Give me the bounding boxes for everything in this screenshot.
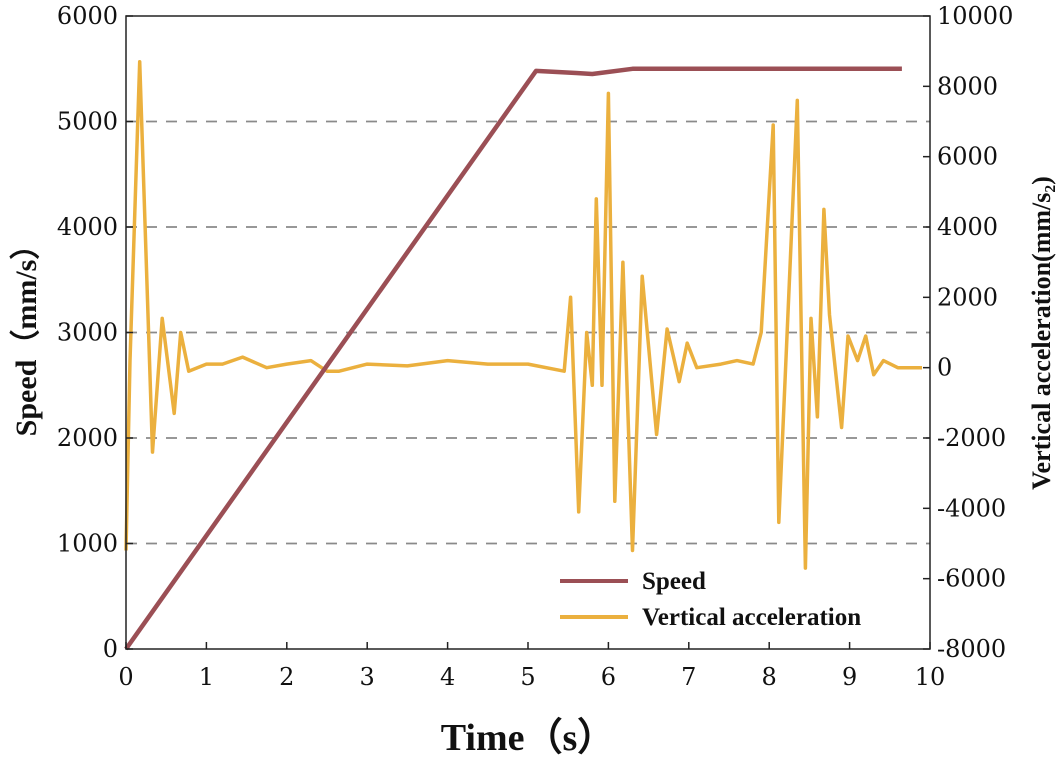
x-tick-label: 9 [842, 663, 857, 691]
x-tick-label: 1 [199, 663, 214, 691]
y2-tick-label: 2000 [937, 283, 998, 311]
x-tick-label: 8 [762, 663, 777, 691]
y-axis-right: -8000 -6000 -4000 -2000 0 2000 4000 6000 8000 100… [923, 2, 1013, 663]
legend: Speed Vertical acceleration [560, 568, 861, 631]
series-line-speed [124, 66, 902, 651]
legend-label-speed: Speed [642, 568, 706, 595]
series-layer [124, 59, 922, 651]
x-tick-label: 2 [279, 663, 294, 691]
x-axis: 0 1 2 3 4 5 6 7 8 9 10 [118, 642, 945, 691]
y2-tick-label: -2000 [937, 424, 1006, 452]
x-tick-label: 6 [601, 663, 616, 691]
x-axis-title: Time（s） [441, 717, 616, 759]
y2-tick-label: 0 [937, 354, 952, 382]
y-tick-label: 6000 [57, 2, 118, 30]
y2-tick-label: -8000 [937, 635, 1006, 663]
y-tick-label: 0 [103, 635, 118, 663]
y-axis-title-left: Speed（mm/s） [9, 230, 43, 437]
x-tick-label: 5 [520, 663, 535, 691]
y-tick-label: 1000 [57, 530, 118, 558]
y-tick-label: 4000 [57, 213, 118, 241]
series-line-vertical-acceleration [124, 59, 922, 570]
y-tick-label: 5000 [57, 108, 118, 136]
y-tick-label: 3000 [57, 319, 118, 347]
x-tick-label: 0 [118, 663, 133, 691]
y-axis-title-right: Vertical acceleration(mm/s₂) [1027, 176, 1056, 490]
x-tick-label: 3 [360, 663, 375, 691]
y2-tick-label: 10000 [937, 2, 1013, 30]
y2-tick-label: -6000 [937, 565, 1006, 593]
x-tick-label: 4 [440, 663, 455, 691]
y2-tick-label: 6000 [937, 143, 998, 171]
y2-tick-label: 8000 [937, 72, 998, 100]
x-tick-label: 10 [915, 663, 946, 691]
y2-tick-label: 4000 [937, 213, 998, 241]
y-axis-left: 0 1000 2000 3000 4000 5000 6000 [57, 2, 133, 663]
y2-tick-label: -4000 [937, 494, 1006, 522]
y-tick-label: 2000 [57, 424, 118, 452]
x-tick-label: 7 [681, 663, 696, 691]
legend-label-vertical-acceleration: Vertical acceleration [642, 604, 861, 631]
